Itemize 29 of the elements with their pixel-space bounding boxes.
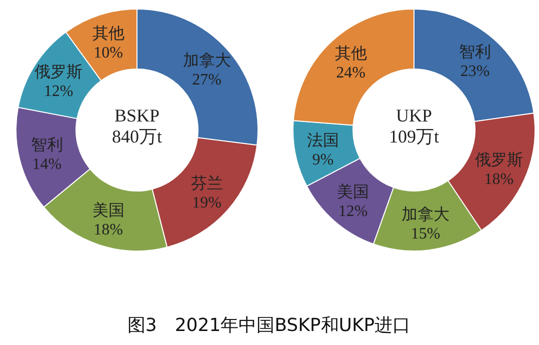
slice-label: 俄罗斯 <box>34 63 82 82</box>
slice-label: 俄罗斯 <box>474 150 523 169</box>
slice-label: 其他 <box>92 24 124 43</box>
text: UKP <box>396 106 432 126</box>
data-label: 14% <box>32 156 62 174</box>
slice-label: 智利 <box>30 136 63 154</box>
text: 图3 2021年中国BSKP和UKP进口 <box>127 315 411 336</box>
slice-label: 美国 <box>337 183 369 202</box>
text: BSKP <box>114 106 160 126</box>
slice-label: 智利 <box>459 42 491 61</box>
data-label: 10% <box>94 44 123 62</box>
slice-label: 芬兰 <box>190 174 223 192</box>
data-label: 12% <box>338 203 368 220</box>
slice-label: 法国 <box>306 132 339 150</box>
data-label: 12% <box>44 83 74 100</box>
slice-label: 加拿大 <box>182 52 231 70</box>
data-label: 23% <box>460 62 490 80</box>
data-label: 9% <box>312 152 334 169</box>
text: 109万t <box>388 126 440 146</box>
data-label: 27% <box>192 72 222 88</box>
slice-label: 美国 <box>92 201 124 220</box>
data-label: 24% <box>336 64 366 82</box>
text: 840万t <box>112 126 162 146</box>
data-label: 18% <box>484 170 514 188</box>
data-label: 18% <box>94 221 123 238</box>
slice-label: 加拿大 <box>402 205 450 224</box>
data-label: 19% <box>192 194 222 212</box>
slice-label: 其他 <box>334 44 367 63</box>
data-label: 15% <box>410 225 440 242</box>
